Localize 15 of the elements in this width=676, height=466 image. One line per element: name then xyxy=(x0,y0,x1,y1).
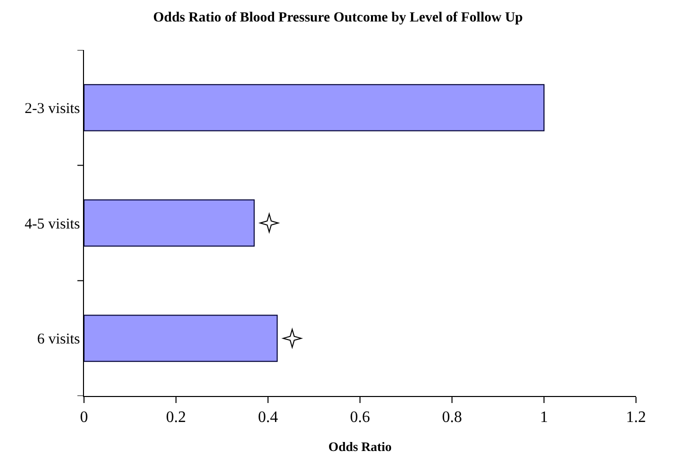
y-tick-label: 2-3 visits xyxy=(24,100,80,117)
x-axis-title: Odds Ratio xyxy=(328,438,392,454)
bar xyxy=(84,84,544,132)
chart-title: Odds Ratio of Blood Pressure Outcome by Level of Follow Up xyxy=(153,10,524,26)
x-tick-label: 0.8 xyxy=(442,409,462,426)
x-tick-label: 1.2 xyxy=(626,409,646,426)
y-tick-label: 6 visits xyxy=(37,332,80,348)
y-tick-label: 4-5 visits xyxy=(24,216,80,232)
x-tick-label: 1 xyxy=(540,409,548,426)
x-tick-label: 0 xyxy=(80,409,88,426)
bar xyxy=(84,314,278,362)
bar xyxy=(84,199,255,247)
x-tick-label: 0.6 xyxy=(350,409,370,426)
x-tick-label: 0.4 xyxy=(258,409,278,426)
x-tick-label: 0.2 xyxy=(166,409,186,426)
